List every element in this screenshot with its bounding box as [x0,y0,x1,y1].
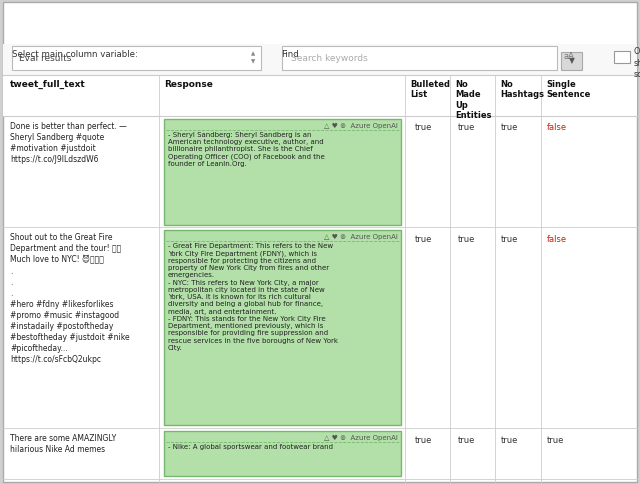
Text: true: true [500,436,518,445]
Text: true: true [458,436,475,445]
Text: Bulleted
List: Bulleted List [410,80,451,99]
Text: aA: aA [563,52,574,61]
Text: true: true [415,123,432,133]
Text: Shout out to the Great Fire
Department and the tour! 🔥🔥
Much love to NYC! 😈🎆🔥🖤
.: Shout out to the Great Fire Department a… [10,233,130,364]
Text: true: true [500,123,518,133]
Bar [3,44,637,75]
Bar [164,431,401,476]
Text: - Great Fire Department: This refers to the New
York City Fire Department (FDNY): - Great Fire Department: This refers to … [168,243,338,351]
Text: Response: Response [164,80,212,89]
Bar [561,52,582,70]
Text: true: true [415,436,432,445]
Text: Find: Find [282,50,300,59]
Text: Eval results: Eval results [19,54,72,62]
Text: ▼: ▼ [568,57,575,65]
Bar [282,46,557,70]
Bar [164,119,401,225]
Text: true: true [458,235,475,244]
Text: tweet_full_text: tweet_full_text [10,80,86,89]
Text: - Sheryl Sandberg: Sheryl Sandberg is an
American technology executive, author, : - Sheryl Sandberg: Sheryl Sandberg is an… [168,132,324,167]
Text: false: false [547,235,567,244]
Text: true: true [547,436,564,445]
Text: true: true [458,123,475,133]
Bar [12,46,261,70]
Text: There are some AMAZINGLY
hilarious Nike Ad memes: There are some AMAZINGLY hilarious Nike … [10,434,116,454]
Text: true: true [415,235,432,244]
Text: Search keywords: Search keywords [291,54,368,62]
Text: - Nike: A global sportswear and footwear brand: - Nike: A global sportswear and footwear… [168,444,333,450]
Bar [164,230,401,425]
Text: △ ♥ ⊚  Azure OpenAI: △ ♥ ⊚ Azure OpenAI [324,234,398,241]
Text: false: false [547,123,567,133]
Text: true: true [500,235,518,244]
Bar [3,75,637,116]
Text: Only
show
scores: Only show scores [634,47,640,78]
Text: Done is better than perfect. —
Sheryl Sandberg #quote
#motivation #justdoit
http: Done is better than perfect. — Sheryl Sa… [10,122,127,164]
Bar [614,51,630,63]
Text: Select main column variable:: Select main column variable: [12,50,138,59]
Text: ▼: ▼ [252,60,255,64]
Text: ▲: ▲ [252,52,255,57]
Text: No
Made
Up
Entities: No Made Up Entities [455,80,492,120]
Text: △ ♥ ⊚  Azure OpenAI: △ ♥ ⊚ Azure OpenAI [324,123,398,129]
Text: Single
Sentence: Single Sentence [547,80,591,99]
Text: No
Hashtags: No Hashtags [500,80,544,99]
Text: △ ♥ ⊚  Azure OpenAI: △ ♥ ⊚ Azure OpenAI [324,435,398,441]
